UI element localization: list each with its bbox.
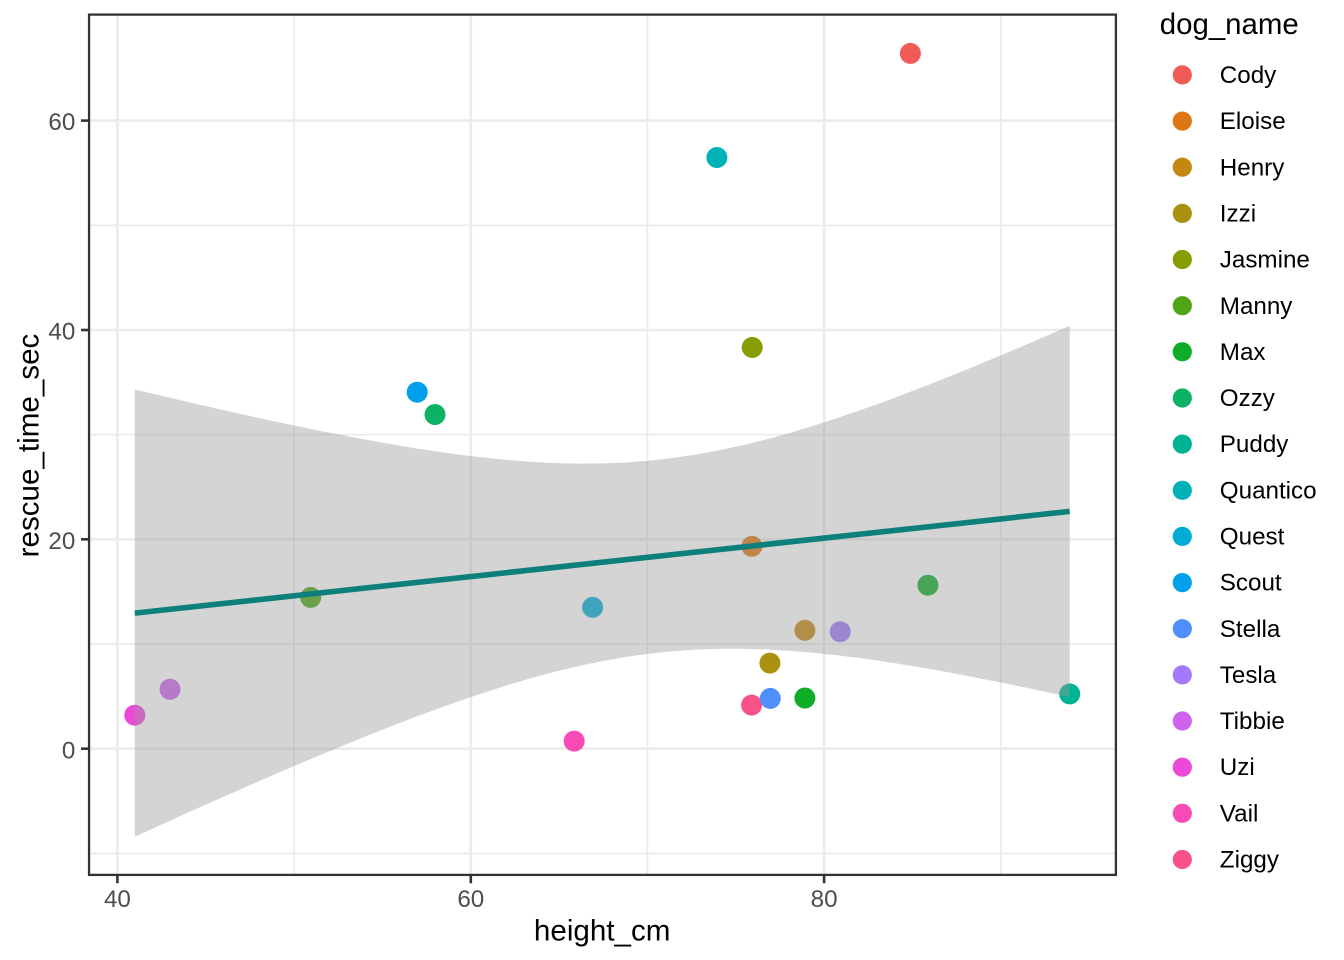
svg-text:Eloise: Eloise <box>1220 108 1286 135</box>
svg-text:Puddy: Puddy <box>1220 431 1289 458</box>
svg-text:0: 0 <box>62 737 75 764</box>
svg-text:Izzi: Izzi <box>1220 200 1256 227</box>
svg-text:height_cm: height_cm <box>534 914 671 947</box>
svg-text:Ozzy: Ozzy <box>1220 385 1276 412</box>
svg-text:Manny: Manny <box>1220 293 1294 320</box>
svg-text:Tibbie: Tibbie <box>1220 708 1285 735</box>
svg-text:Max: Max <box>1220 339 1266 366</box>
svg-text:Quest: Quest <box>1220 524 1285 551</box>
svg-text:60: 60 <box>457 886 484 913</box>
svg-text:Quantico: Quantico <box>1220 477 1317 504</box>
svg-text:60: 60 <box>48 109 75 136</box>
svg-text:80: 80 <box>811 886 838 913</box>
svg-text:Cody: Cody <box>1220 62 1277 89</box>
svg-text:Stella: Stella <box>1220 616 1281 643</box>
svg-text:Uzi: Uzi <box>1220 754 1255 781</box>
svg-text:Jasmine: Jasmine <box>1220 247 1310 274</box>
svg-text:rescue_time_sec: rescue_time_sec <box>12 333 45 557</box>
svg-text:Vail: Vail <box>1220 800 1259 827</box>
svg-text:Henry: Henry <box>1220 154 1285 181</box>
svg-text:40: 40 <box>104 886 131 913</box>
svg-text:Tesla: Tesla <box>1220 662 1277 689</box>
svg-text:20: 20 <box>48 528 75 555</box>
svg-text:Scout: Scout <box>1220 570 1282 597</box>
svg-text:40: 40 <box>48 319 75 346</box>
svg-text:dog_name: dog_name <box>1160 8 1299 41</box>
svg-text:Ziggy: Ziggy <box>1220 847 1280 874</box>
